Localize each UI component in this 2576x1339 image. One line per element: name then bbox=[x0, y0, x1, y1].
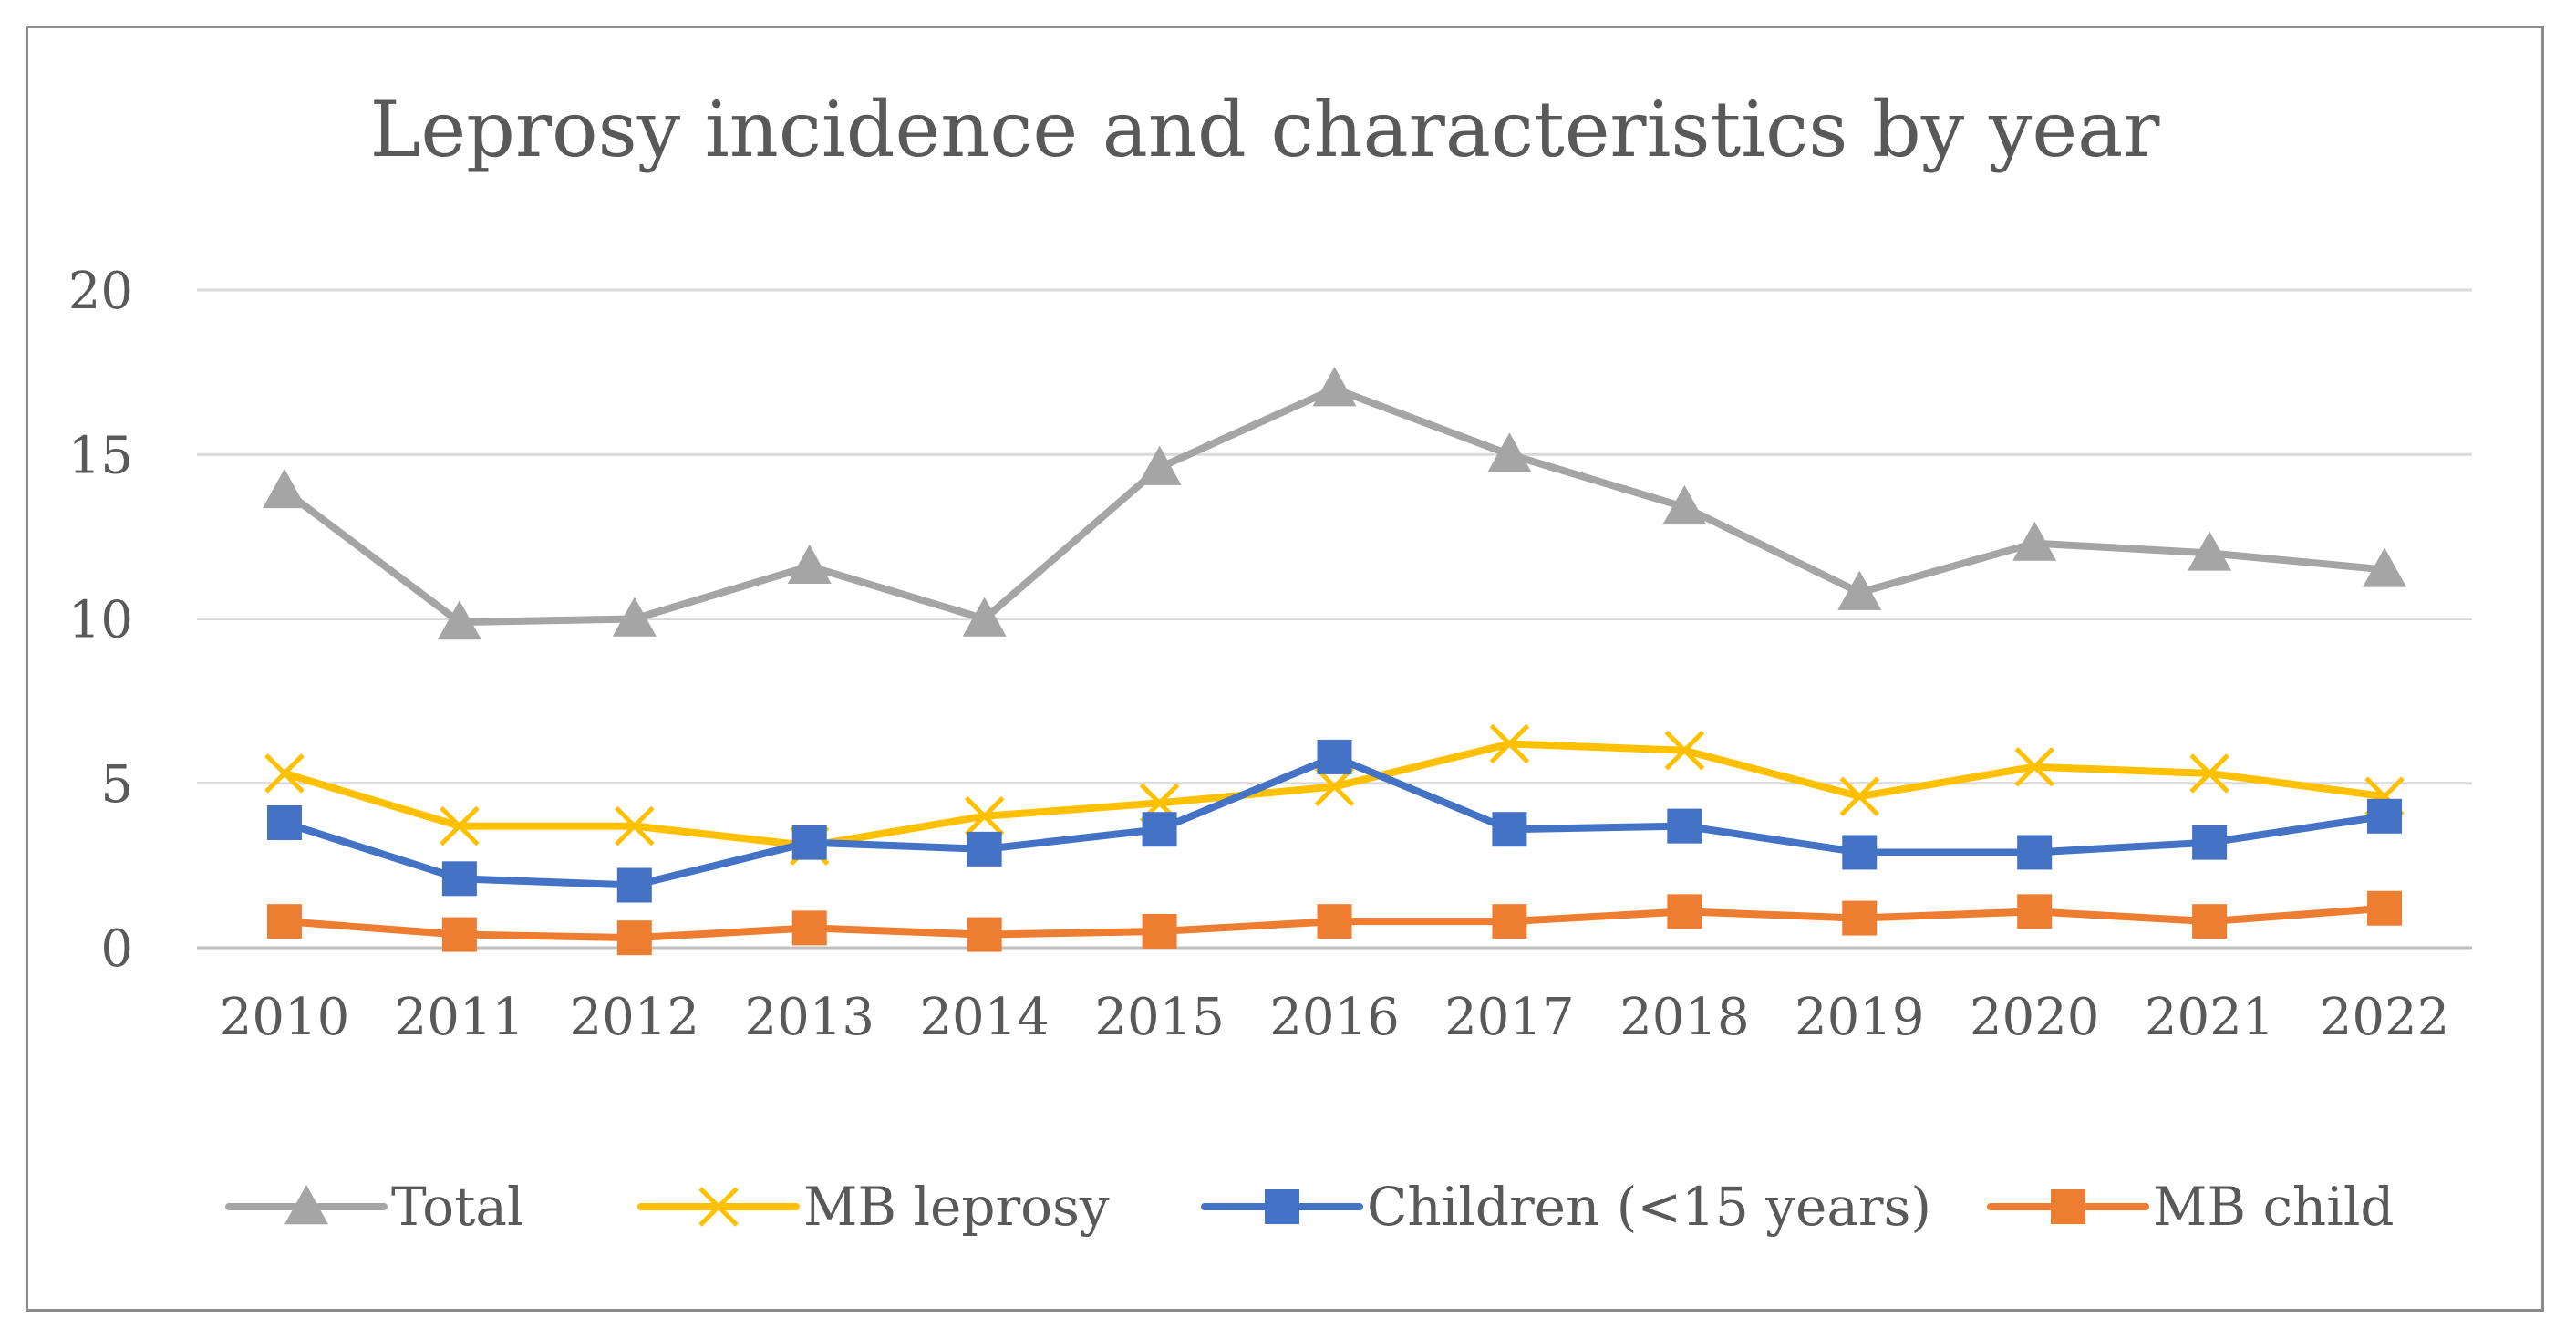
y-axis-ticks: 0 5 10 15 20 bbox=[68, 262, 133, 979]
data-point-children-15-years bbox=[1842, 835, 1878, 870]
data-point-total bbox=[2188, 531, 2232, 571]
data-point-mb-leprosy bbox=[964, 796, 1005, 836]
x-tick-label: 2016 bbox=[1269, 988, 1400, 1047]
x-tick-label: 2013 bbox=[744, 988, 874, 1047]
y-tick-label: 5 bbox=[100, 755, 133, 815]
x-tick-label: 2014 bbox=[919, 988, 1050, 1047]
chart-frame: Leprosy incidence and characteristics by… bbox=[26, 26, 2544, 1312]
data-point-mb-leprosy bbox=[1314, 766, 1355, 807]
data-point-mb-child bbox=[441, 917, 477, 952]
x-tick-label: 2012 bbox=[570, 988, 700, 1047]
series-lines bbox=[262, 367, 2407, 956]
data-point-mb-leprosy bbox=[2189, 753, 2229, 794]
legend-label-total: Total bbox=[391, 1176, 524, 1238]
legend-marker-mb-child bbox=[2051, 1189, 2085, 1224]
x-tick-label: 2019 bbox=[1795, 988, 1925, 1047]
data-point-mb-leprosy bbox=[1489, 723, 1530, 764]
data-point-mb-child bbox=[2192, 904, 2228, 939]
legend-label-mb-child: MB child bbox=[2153, 1176, 2395, 1238]
data-point-mb-child bbox=[1142, 913, 1177, 949]
chart-title: Leprosy incidence and characteristics by… bbox=[370, 85, 2161, 174]
data-point-mb-leprosy bbox=[615, 805, 655, 846]
x-axis-ticks: 2010 2011 2012 2013 2014 2015 2016 2017 2018 2019… bbox=[220, 988, 2450, 1047]
data-point-mb-leprosy bbox=[264, 753, 305, 794]
y-tick-label: 15 bbox=[68, 426, 133, 485]
x-tick-label: 2018 bbox=[1619, 988, 1750, 1047]
data-point-total bbox=[787, 544, 832, 585]
data-point-mb-leprosy bbox=[1664, 730, 1705, 771]
data-point-mb-child bbox=[616, 920, 652, 956]
data-point-mb-child bbox=[1317, 904, 1352, 939]
data-point-total bbox=[262, 468, 306, 509]
data-point-mb-leprosy bbox=[1839, 776, 1880, 816]
data-point-children-15-years bbox=[2367, 798, 2403, 834]
data-point-total bbox=[2363, 547, 2407, 587]
data-point-mb-leprosy bbox=[2014, 746, 2054, 787]
data-point-children-15-years bbox=[1667, 808, 1702, 844]
y-tick-label: 0 bbox=[100, 919, 133, 979]
y-tick-label: 20 bbox=[68, 262, 133, 321]
data-point-total bbox=[1837, 570, 1882, 610]
data-point-children-15-years bbox=[616, 867, 652, 903]
x-tick-label: 2017 bbox=[1444, 988, 1575, 1047]
data-point-total bbox=[1662, 484, 1707, 525]
data-point-total bbox=[1312, 367, 1357, 407]
legend-label-mb-leprosy: MB leprosy bbox=[803, 1176, 1110, 1238]
data-point-mb-child bbox=[1842, 900, 1878, 936]
data-point-total bbox=[962, 597, 1007, 637]
data-point-mb-child bbox=[266, 904, 302, 939]
data-point-mb-child bbox=[791, 910, 827, 946]
data-point-total bbox=[612, 597, 657, 637]
legend-marker-mb-leprosy bbox=[698, 1187, 739, 1227]
data-point-mb-child bbox=[1667, 894, 1702, 929]
data-point-mb-child bbox=[2367, 890, 2403, 926]
data-point-total bbox=[1137, 445, 1182, 485]
x-tick-label: 2011 bbox=[395, 988, 525, 1047]
legend: Total MB leprosy Children (<15 years) MB ch… bbox=[225, 1176, 2395, 1238]
data-point-total bbox=[437, 600, 481, 640]
data-point-children-15-years bbox=[1317, 739, 1352, 774]
legend-marker-total bbox=[284, 1185, 328, 1225]
series-line-children-15-years bbox=[280, 753, 2389, 889]
data-point-children-15-years bbox=[967, 831, 1002, 867]
data-point-children-15-years bbox=[266, 805, 302, 841]
x-tick-label: 2010 bbox=[220, 988, 350, 1047]
data-point-children-15-years bbox=[791, 825, 827, 860]
legend-label-children-15-years: Children (<15 years) bbox=[1367, 1176, 1931, 1238]
series-line-total bbox=[280, 385, 2389, 627]
data-point-children-15-years bbox=[2017, 835, 2053, 870]
data-point-total bbox=[1487, 432, 1532, 472]
x-tick-label: 2022 bbox=[2320, 988, 2450, 1047]
data-point-children-15-years bbox=[1492, 812, 1527, 847]
data-point-mb-child bbox=[2017, 894, 2053, 929]
data-point-children-15-years bbox=[1142, 812, 1177, 847]
y-tick-label: 10 bbox=[68, 591, 133, 650]
data-point-mb-child bbox=[1492, 904, 1527, 939]
x-tick-label: 2015 bbox=[1094, 988, 1225, 1047]
data-point-children-15-years bbox=[441, 861, 477, 897]
line-chart: Leprosy incidence and characteristics by… bbox=[68, 85, 2472, 1238]
data-point-mb-child bbox=[967, 917, 1002, 952]
data-point-total bbox=[2012, 521, 2057, 561]
data-point-mb-leprosy bbox=[440, 805, 480, 846]
x-tick-label: 2020 bbox=[1970, 988, 2100, 1047]
data-point-children-15-years bbox=[2192, 825, 2228, 860]
legend-marker-children-15-years bbox=[1265, 1189, 1299, 1224]
x-tick-label: 2021 bbox=[2145, 988, 2275, 1047]
